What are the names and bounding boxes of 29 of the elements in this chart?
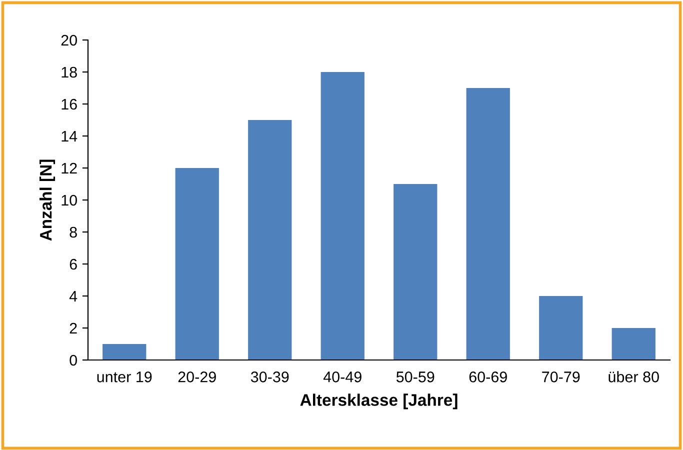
y-tick-label: 0 <box>70 354 77 366</box>
bar <box>539 296 583 360</box>
bar <box>175 168 219 360</box>
x-tick-label: 20-29 <box>178 372 216 382</box>
bar <box>102 344 146 360</box>
bar <box>320 72 364 360</box>
bar <box>394 184 438 360</box>
x-tick-label: über 80 <box>608 371 659 382</box>
y-tick-label: 16 <box>62 98 77 110</box>
y-tick-label: 4 <box>69 291 78 302</box>
y-tick-label: 2 <box>70 322 77 334</box>
x-axis-title: Altersklasse [Jahre] <box>300 394 458 410</box>
y-axis-title: Anzahl [N] <box>40 160 56 241</box>
y-tick-label: 10 <box>62 194 77 206</box>
y-tick-label: 6 <box>70 258 77 270</box>
y-tick-label: 8 <box>70 226 77 238</box>
x-tick-label: 50-59 <box>396 372 434 382</box>
x-tick-label: unter 19 <box>97 372 152 382</box>
x-tick-label: 60-69 <box>469 372 507 382</box>
y-tick-label: 18 <box>62 66 77 78</box>
y-tick-label: 20 <box>61 34 77 46</box>
y-tick-label: 12 <box>62 162 77 174</box>
bar <box>612 328 656 360</box>
x-tick-label: 40-49 <box>323 372 362 382</box>
bar <box>248 120 292 360</box>
x-tick-label: 70-79 <box>542 372 580 382</box>
y-tick-label: 14 <box>62 131 78 142</box>
x-tick-label: 30-39 <box>250 372 289 382</box>
bar <box>466 88 510 360</box>
